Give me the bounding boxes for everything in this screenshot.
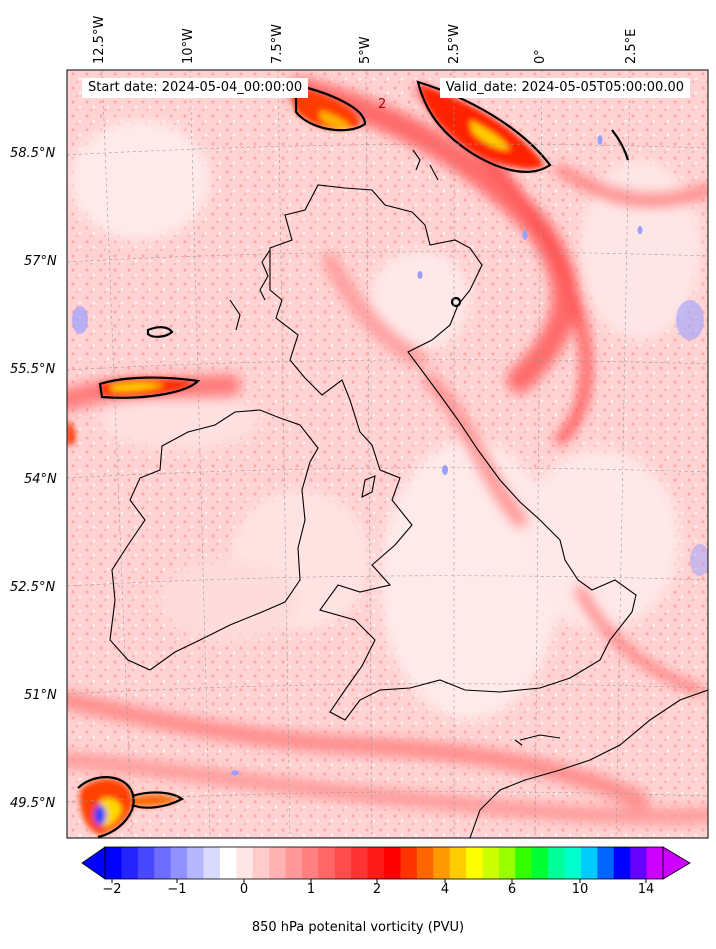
latitude-label: 49.5°N: [10, 796, 56, 811]
hebrides-coast: [259, 249, 271, 301]
latitude-label: 52.5°N: [10, 580, 56, 595]
latitude-label: 55.5°N: [10, 362, 56, 377]
colorbar-tick-label: −2: [102, 882, 122, 897]
colorbar-segment: [416, 847, 434, 879]
graticule: [67, 70, 708, 838]
colorbar-extend-high: [662, 846, 691, 880]
colorbar-tick-label: 10: [571, 882, 589, 897]
colorbar-segment: [154, 847, 172, 879]
colorbar-segment: [203, 847, 221, 879]
colorbar-segment: [564, 847, 582, 879]
colorbar-segment: [105, 847, 122, 879]
colorbar-tick-label: 0: [239, 882, 249, 897]
colorbar-extend-low: [81, 846, 106, 880]
colorbar-segment: [301, 847, 319, 879]
colorbar-segment: [498, 847, 516, 879]
colorbar-segment: [367, 847, 385, 879]
colorbar-border: [104, 846, 664, 880]
colorbar-segment: [269, 847, 287, 879]
colorbar-segment: [219, 847, 237, 879]
negative-spots: [72, 135, 708, 776]
colorbar-segment: [351, 847, 369, 879]
isle-of-man-coast: [361, 475, 376, 498]
valid-date-label: Valid_date: 2024-05-05T05:00:00.00: [439, 78, 690, 98]
colorbar-tick-label: 2: [372, 882, 382, 897]
latitude-label: 57°N: [24, 254, 57, 269]
pv-field: [67, 70, 708, 838]
colorbar-tick-label: 6: [507, 882, 517, 897]
colorbar-segment: [531, 847, 549, 879]
colorbar-segment: [613, 847, 631, 879]
colorbar-segment: [121, 847, 139, 879]
colorbar-label: 850 hPa potenital vorticity (PVU): [251, 920, 465, 935]
ireland-coast: [109, 409, 319, 671]
colorbar-tick-label: 4: [440, 882, 450, 897]
colorbar-segment: [137, 847, 155, 879]
colorbar-tick-label: −1: [167, 882, 187, 897]
colorbar-segment: [630, 847, 648, 879]
colorbar-segment: [334, 847, 352, 879]
france-coast: [469, 689, 708, 838]
colorbar-segment: [236, 847, 254, 879]
latitude-label: 54°N: [24, 472, 57, 487]
colorbar-segment: [466, 847, 483, 879]
latitude-label: 58.5°N: [10, 146, 56, 161]
colorbar-segment: [548, 847, 566, 879]
contour-label: 2: [378, 97, 386, 112]
colorbar-tick-label: 14: [637, 882, 655, 897]
colorbar-segment: [646, 847, 664, 879]
colorbar-segment: [433, 847, 451, 879]
colorbar-segment: [318, 847, 336, 879]
colorbar-segment: [482, 847, 500, 879]
colorbar-segment: [252, 847, 270, 879]
colorbar-segment: [449, 847, 467, 879]
west-max: [67, 379, 195, 445]
colorbar-segment: [384, 847, 401, 879]
colorbar-segment: [580, 847, 598, 879]
colorbar-segment: [515, 847, 533, 879]
map-border: [66, 69, 709, 839]
colorbar-segment: [187, 847, 204, 879]
colorbar-tick-label: 1: [306, 882, 316, 897]
southwest-max: [79, 778, 180, 835]
colorbar-segment: [400, 847, 418, 879]
start-date-label: Start date: 2024-05-04_00:00:00: [82, 78, 309, 98]
colorbar-segment: [597, 847, 615, 879]
coastlines: [109, 149, 708, 838]
great-britain-coast: [269, 184, 637, 721]
colorbar-segment: [170, 847, 188, 879]
colorbar-segment: [285, 847, 303, 879]
latitude-label: 51°N: [24, 688, 57, 703]
pv-contours: [77, 80, 630, 838]
